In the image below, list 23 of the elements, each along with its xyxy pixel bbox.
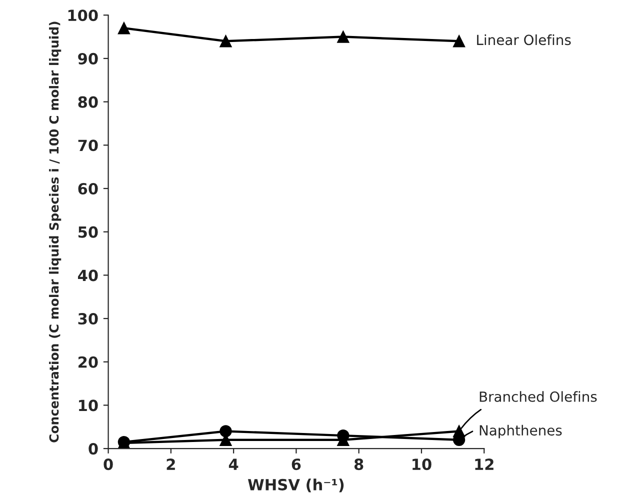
x-tick-label: 6: [292, 458, 301, 470]
text: Branched Olefins: [480, 391, 597, 402]
x-tick-label: 2: [166, 458, 175, 470]
y-tick-label: 30: [78, 312, 98, 325]
y-tick-label: 0: [88, 443, 98, 455]
y-tick-label: 60: [78, 182, 98, 195]
x-tick-label: 8: [354, 458, 364, 470]
legend-label: Naphthenes: [480, 424, 562, 438]
x-tick-label: 10: [412, 458, 432, 470]
y-tick-label: 100: [68, 10, 98, 22]
y-tick-label: 50: [78, 226, 98, 238]
y-tick-label: 80: [78, 96, 98, 108]
y-axis-title: Concentration (C molar liquid Species i / 100 C molar liquid): [49, 22, 62, 442]
x-tick-label: 4: [228, 458, 238, 470]
y-tick-label: 90: [78, 52, 98, 64]
x-tick-label: 12: [475, 458, 494, 470]
series-label: Linear Olefins: [477, 34, 571, 46]
x-axis-title: WHSV (h⁻¹): [248, 478, 344, 492]
x-tick-label: 0: [104, 458, 113, 470]
y-tick-label: 70: [78, 140, 98, 152]
y-tick-label: 40: [78, 270, 98, 282]
y-tick-label: 20: [78, 356, 98, 368]
y-tick-label: 10: [79, 400, 98, 412]
